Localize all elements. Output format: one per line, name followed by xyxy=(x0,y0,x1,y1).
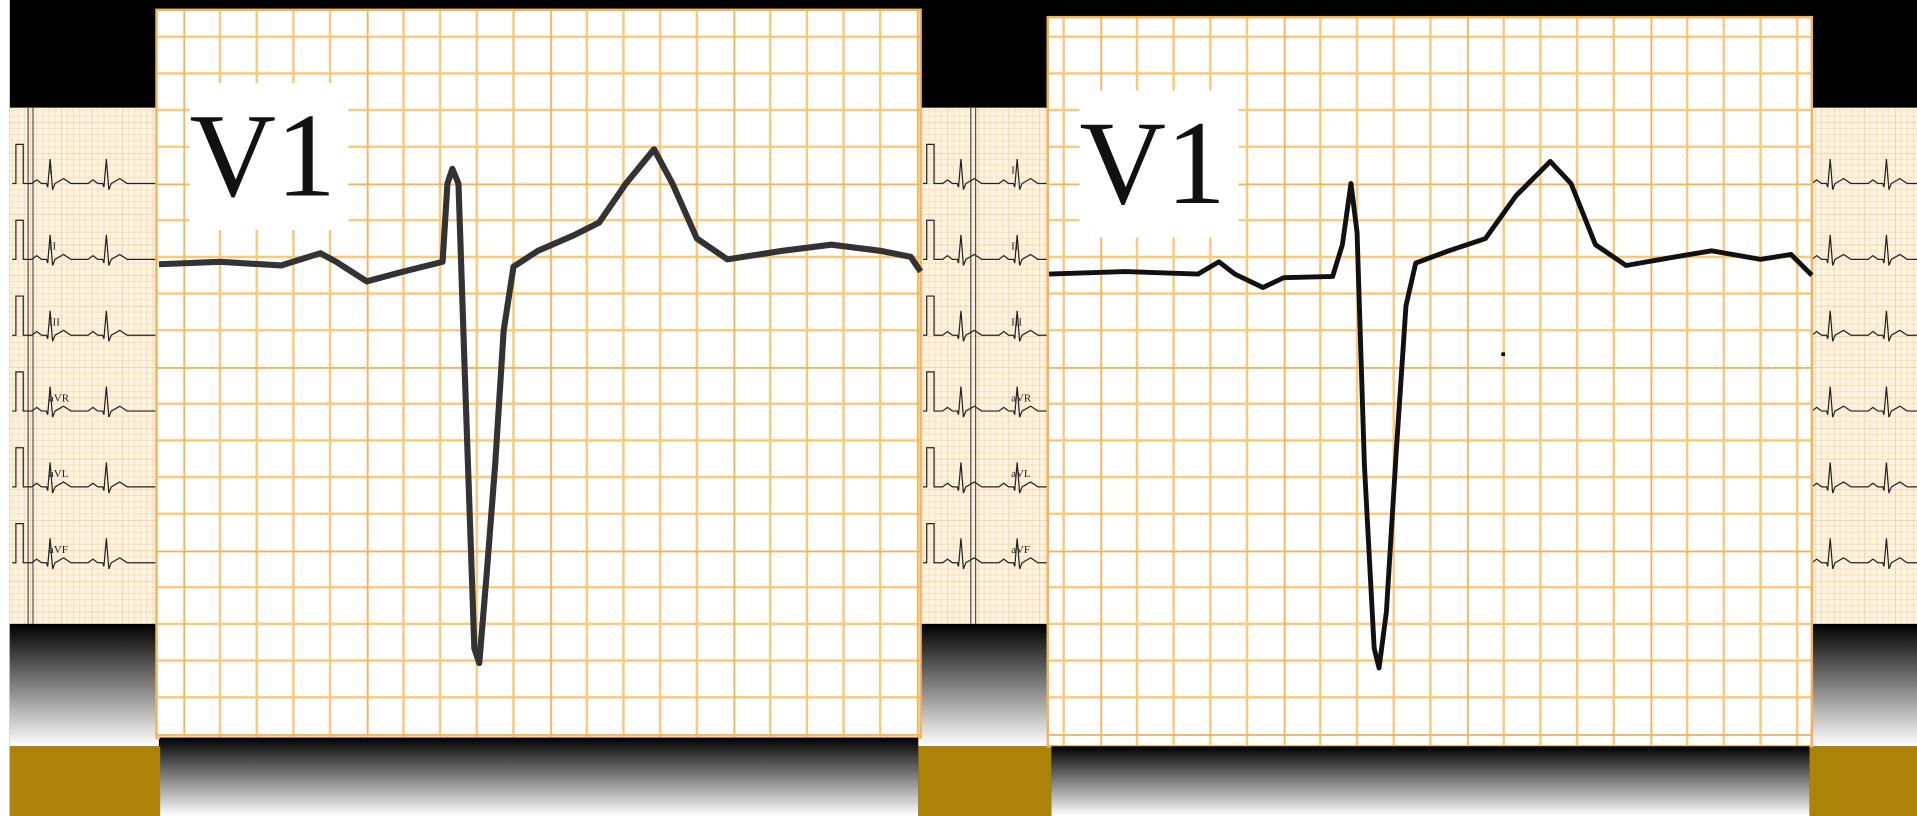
strip-title: V1 xyxy=(1080,96,1226,229)
lead-label: I xyxy=(1011,165,1015,177)
lead-label: aVL xyxy=(1011,468,1031,480)
lead-label: aVF xyxy=(49,544,68,556)
lead-label: aVL xyxy=(49,468,69,480)
strip-left: V1 xyxy=(156,10,920,816)
lead-label: III xyxy=(49,316,60,328)
ecg-slide: V1 V1 IIIIIIaVRaVLaVFIIIIIIaVRaVLaVF xyxy=(0,0,1917,816)
lead-label: II xyxy=(1011,241,1019,253)
lead-label: aVF xyxy=(1011,544,1030,556)
lead-label: I xyxy=(49,165,53,177)
strip-right: V1 xyxy=(1048,17,1812,816)
strip-title: V1 xyxy=(189,89,335,222)
lead-label: III xyxy=(1011,316,1022,328)
lead-label: aVR xyxy=(1011,392,1032,404)
lead-label: II xyxy=(49,241,57,253)
lead-label: aVR xyxy=(49,392,70,404)
